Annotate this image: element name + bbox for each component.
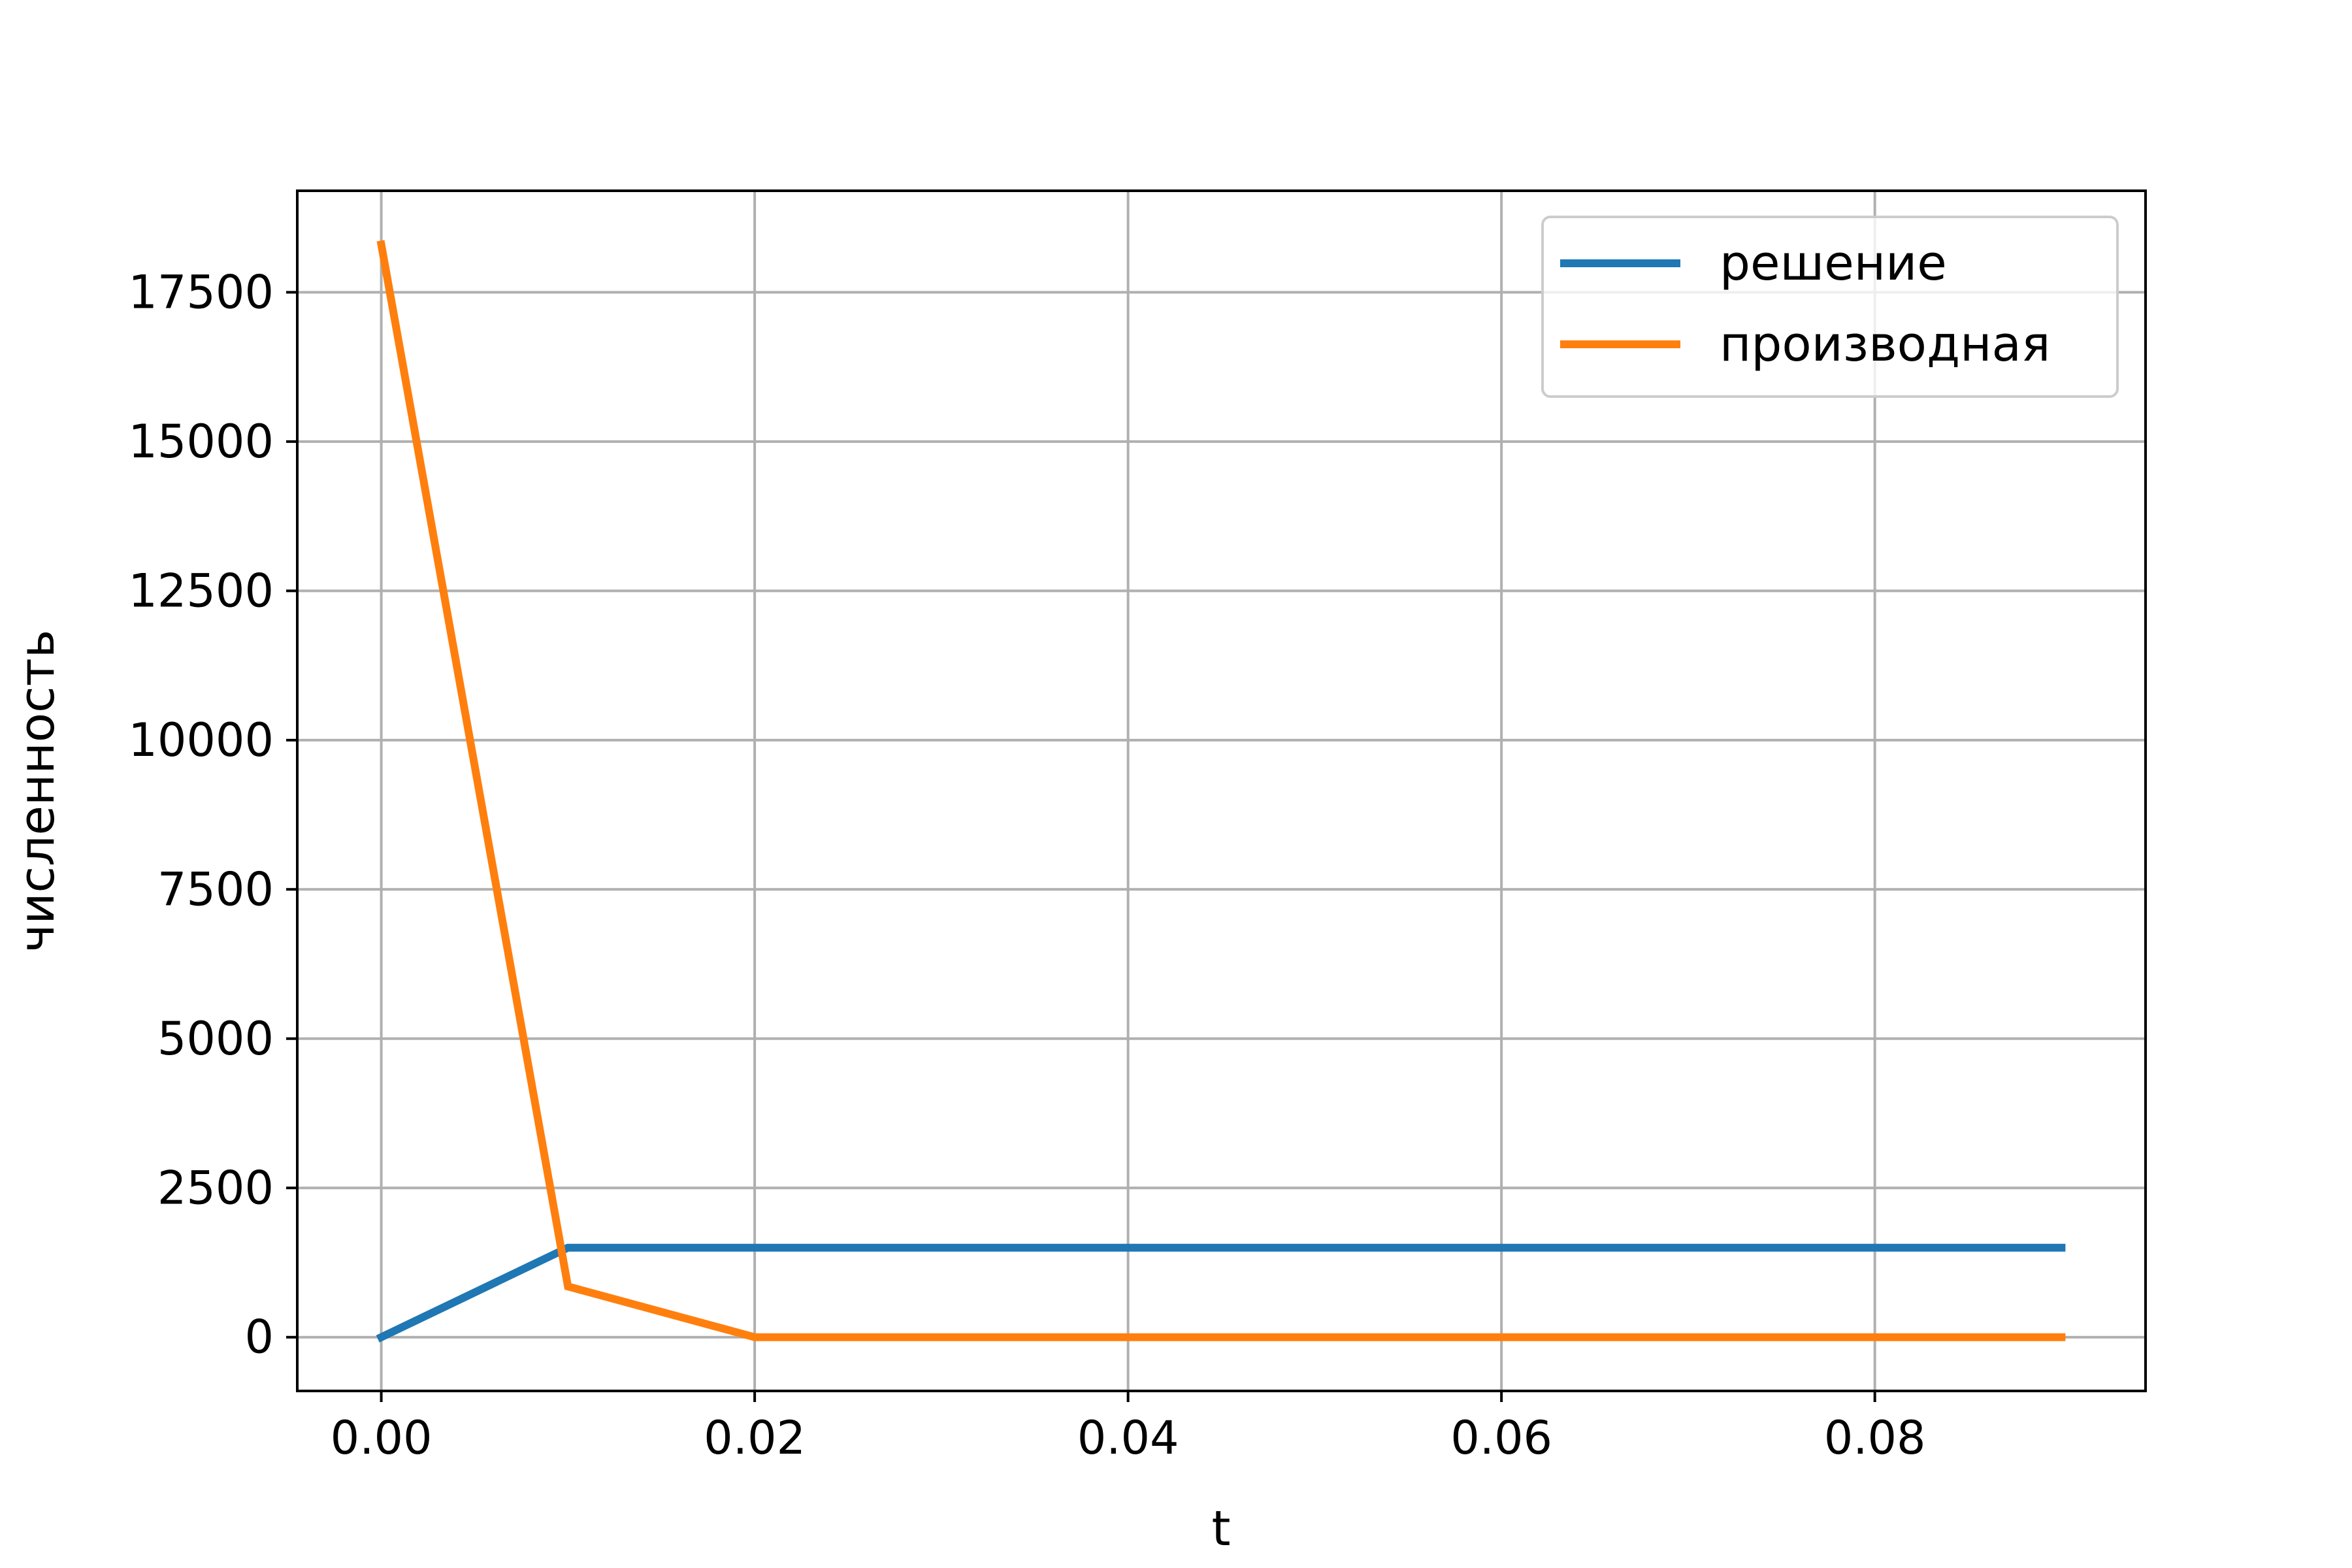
legend-label-производная: производная — [1720, 316, 2050, 372]
y-axis-label: численность — [9, 630, 65, 953]
y-axis: 0 2500 5000 7500 10000 12500 15000 17500 — [128, 265, 297, 1364]
x-tick-label: 0.04 — [1077, 1411, 1179, 1465]
data-point-решение — [381, 1337, 382, 1338]
y-tick-label: 0 — [244, 1311, 274, 1364]
grid-lines — [297, 191, 2146, 1391]
data-point-производная — [1501, 1337, 1502, 1338]
x-tick-label: 0.06 — [1450, 1411, 1552, 1465]
y-tick-label: 10000 — [128, 713, 274, 767]
data-point-производная — [754, 1337, 755, 1338]
y-tick-label: 5000 — [157, 1012, 274, 1066]
data-point-решение — [1688, 1247, 1689, 1249]
y-tick-label: 12500 — [128, 564, 274, 617]
legend: решение производная — [1541, 216, 2119, 398]
series-layer — [376, 240, 2066, 1343]
legend-label-решение: решение — [1720, 235, 1947, 291]
data-point-производная — [381, 244, 382, 245]
data-point-решение — [1874, 1247, 1876, 1249]
series-line-решение — [376, 1243, 2066, 1343]
data-point-решение — [567, 1247, 568, 1249]
x-axis-label: t — [1211, 1501, 1230, 1557]
data-point-производная — [1688, 1337, 1689, 1338]
x-axis: 0.00 0.02 0.04 0.06 0.08 — [331, 1391, 1926, 1465]
y-tick-label: 2500 — [157, 1161, 274, 1215]
data-point-производная — [567, 1286, 568, 1287]
data-point-решение — [2061, 1247, 2062, 1249]
data-point-решение — [1128, 1247, 1129, 1249]
y-tick-label: 15000 — [128, 415, 274, 468]
x-tick-label: 0.02 — [704, 1411, 806, 1465]
data-point-производная — [1314, 1337, 1315, 1338]
x-tick-label: 0.00 — [331, 1411, 433, 1465]
data-point-решение — [1501, 1247, 1502, 1249]
data-point-решение — [1314, 1247, 1315, 1249]
series-line-производная — [376, 240, 2066, 1341]
y-tick-label: 17500 — [128, 265, 274, 319]
x-tick-label: 0.08 — [1824, 1411, 1926, 1465]
data-point-производная — [2061, 1337, 2062, 1338]
data-point-производная — [1874, 1337, 1876, 1338]
legend-box — [1541, 216, 2119, 398]
data-point-производная — [1128, 1337, 1129, 1338]
plot-frame — [296, 189, 2147, 1392]
series-производная — [376, 240, 2066, 1341]
data-point-решение — [754, 1247, 755, 1249]
y-tick-label: 7500 — [157, 862, 274, 916]
data-point-производная — [941, 1337, 942, 1338]
series-решение — [376, 1243, 2066, 1343]
data-point-решение — [941, 1247, 942, 1249]
